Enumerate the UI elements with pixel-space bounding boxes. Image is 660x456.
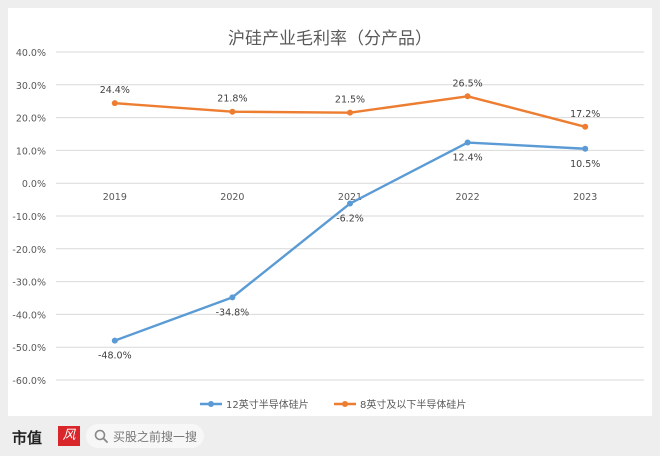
y-tick-label: 40.0% xyxy=(16,48,46,59)
data-point xyxy=(582,123,589,130)
data-label: 24.4% xyxy=(100,85,130,96)
data-label: 17.2% xyxy=(570,109,600,120)
brand-logo-mark: 风 xyxy=(58,426,80,446)
series-lines xyxy=(111,93,589,344)
data-label: 12.4% xyxy=(453,153,483,164)
search-placeholder: 买股之前搜一搜 xyxy=(113,430,198,444)
y-tick-label: 0.0% xyxy=(22,179,46,190)
x-tick-label: 2021 xyxy=(338,192,362,203)
y-tick-label: 30.0% xyxy=(16,81,46,92)
legend-swatch-marker xyxy=(342,401,348,407)
x-tick-label: 2023 xyxy=(573,192,597,203)
data-label: -48.0% xyxy=(98,351,132,362)
watermark-footer: 市值 风 买股之前搜一搜 xyxy=(0,416,660,456)
y-tick-label: -60.0% xyxy=(12,376,46,387)
series-line xyxy=(114,141,586,342)
x-axis-ticks: 2019 2020 2021 2022 2023 xyxy=(103,192,598,203)
search-box[interactable]: 买股之前搜一搜 xyxy=(86,424,204,448)
legend: 12英寸半导体硅片 8英寸及以下半导体硅片 xyxy=(200,398,466,411)
data-point xyxy=(464,93,471,100)
data-label: -34.8% xyxy=(216,307,250,318)
data-point xyxy=(347,200,353,207)
data-label: -6.2% xyxy=(336,214,364,225)
y-tick-label: -40.0% xyxy=(12,310,46,321)
data-label: 26.5% xyxy=(453,78,483,89)
y-tick-label: -30.0% xyxy=(12,278,46,289)
data-labels: -48.0% -34.8% -6.2% 12.4% 10.5% 24.4% 21.8% 21.… xyxy=(98,78,600,361)
y-tick-label: -50.0% xyxy=(12,343,46,354)
data-label: 10.5% xyxy=(570,159,600,170)
data-point xyxy=(111,100,118,107)
gridlines xyxy=(56,51,644,381)
y-tick-label: -20.0% xyxy=(12,245,46,256)
chart-card: 沪硅产业毛利率（分产品） 40.0% 30.0% 20.0% 10.0% 0.0% -10… xyxy=(8,8,652,416)
x-tick-label: 2019 xyxy=(103,192,127,203)
x-tick-label: 2020 xyxy=(220,192,244,203)
data-point xyxy=(229,108,236,115)
data-point xyxy=(347,109,353,116)
y-tick-label: -10.0% xyxy=(12,212,46,223)
data-label: 21.8% xyxy=(217,94,247,105)
legend-swatch-marker xyxy=(208,401,214,407)
legend-label: 12英寸半导体硅片 xyxy=(226,398,309,411)
data-point xyxy=(229,294,236,301)
data-point xyxy=(582,145,589,152)
y-tick-label: 10.0% xyxy=(16,146,46,157)
search-icon xyxy=(94,429,108,443)
brand-logo-text: 市值 xyxy=(12,429,43,447)
x-tick-label: 2022 xyxy=(456,192,480,203)
y-axis-ticks: 40.0% 30.0% 20.0% 10.0% 0.0% -10.0% -20.0% -30.… xyxy=(12,48,46,387)
data-point xyxy=(464,139,471,146)
chart-title: 沪硅产业毛利率（分产品） xyxy=(228,29,432,49)
y-tick-label: 20.0% xyxy=(16,114,46,125)
data-point xyxy=(111,337,118,344)
legend-label: 8英寸及以下半导体硅片 xyxy=(360,398,466,411)
line-chart: 沪硅产业毛利率（分产品） 40.0% 30.0% 20.0% 10.0% 0.0% -10… xyxy=(12,29,644,411)
data-label: 21.5% xyxy=(335,95,365,106)
